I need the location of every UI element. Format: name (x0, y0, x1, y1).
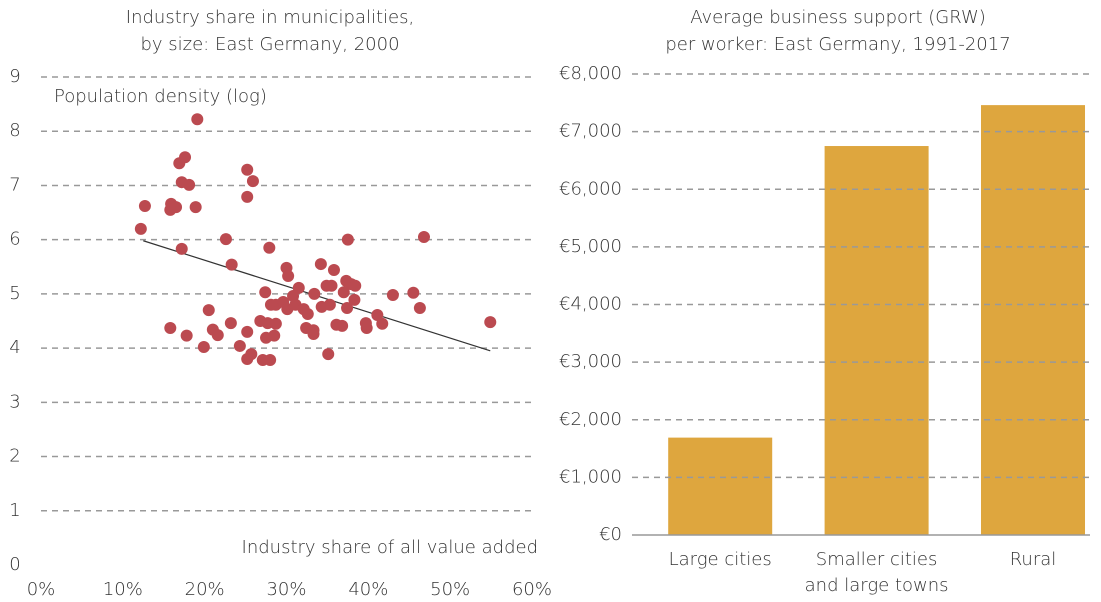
point (327, 264, 340, 277)
chart-title: by size: East Germany, 2000 (140, 34, 399, 55)
bar (668, 437, 773, 535)
point (376, 317, 389, 330)
y-tick-label: 6 (9, 229, 20, 250)
point (307, 324, 320, 337)
chart-title: Industry share in municipalities, (126, 7, 414, 28)
point (224, 317, 237, 330)
point (202, 304, 215, 317)
point (233, 339, 246, 352)
point (314, 258, 327, 271)
y-tick-label: €8,000 (559, 63, 622, 84)
y-tick-label: 2 (9, 446, 20, 467)
chart-title: Average business support (GRW) (690, 7, 986, 28)
point (211, 329, 224, 342)
y-axis-label: Population density (log) (54, 86, 267, 107)
point (164, 322, 177, 335)
x-tick-label: 10% (103, 579, 143, 600)
y-tick-label: €3,000 (559, 351, 622, 372)
point (241, 325, 254, 338)
point (241, 163, 254, 176)
bar (824, 146, 929, 535)
y-tick-label: €2,000 (559, 409, 622, 430)
y-tick-label: €7,000 (559, 121, 622, 142)
point (325, 279, 338, 292)
x-tick-label: 30% (266, 579, 306, 600)
point (337, 286, 350, 299)
x-axis-label: Industry share of all value added (242, 537, 538, 558)
point (175, 242, 188, 255)
x-tick-label: Rural (1010, 549, 1057, 570)
point (134, 222, 147, 235)
point (323, 298, 336, 311)
point (179, 151, 192, 164)
point (189, 201, 202, 214)
y-tick-label: 5 (9, 283, 20, 304)
point (183, 178, 196, 191)
y-tick-label: 8 (9, 120, 20, 141)
point (349, 279, 362, 292)
y-tick-label: 3 (9, 391, 20, 412)
y-tick-label: 4 (9, 337, 20, 358)
y-tick-label: 1 (9, 500, 20, 521)
point (264, 354, 277, 367)
x-tick-label: and large towns (805, 575, 949, 596)
y-tick-label: 7 (9, 174, 20, 195)
y-tick-label: €1,000 (559, 466, 622, 487)
point (282, 269, 295, 282)
x-tick-label: Large cities (669, 549, 772, 570)
point (322, 348, 335, 361)
point (413, 301, 426, 314)
x-tick-label: 20% (185, 579, 225, 600)
y-tick-label: €5,000 (559, 236, 622, 257)
point (341, 233, 354, 246)
point (246, 175, 259, 188)
y-tick-label: €0 (599, 524, 622, 545)
point (308, 287, 321, 300)
point (386, 288, 399, 301)
x-tick-label: Smaller cities (816, 549, 938, 570)
point (484, 316, 497, 329)
point (180, 329, 193, 342)
point (407, 286, 420, 299)
y-tick-label: €4,000 (559, 294, 622, 315)
point (241, 352, 254, 365)
point (260, 331, 273, 344)
point (263, 241, 276, 254)
point (241, 190, 254, 203)
y-tick-label: 9 (9, 66, 20, 87)
point (301, 307, 314, 320)
x-tick-label: 60% (512, 579, 552, 600)
y-tick-label: €6,000 (559, 178, 622, 199)
point (138, 200, 151, 213)
x-tick-label: 40% (348, 579, 388, 600)
point (197, 341, 210, 354)
chart-title: per worker: East Germany, 1991-2017 (665, 34, 1010, 55)
point (269, 317, 282, 330)
point (259, 286, 272, 299)
point (348, 293, 361, 306)
point (219, 233, 232, 246)
point (341, 301, 354, 314)
y-tick-label: 0 (9, 554, 20, 575)
bar (980, 105, 1086, 536)
point (417, 230, 430, 243)
point (225, 258, 238, 271)
point (336, 319, 349, 332)
x-tick-label: 0% (27, 579, 56, 600)
point (164, 203, 177, 216)
point (360, 322, 373, 335)
x-tick-label: 50% (430, 579, 470, 600)
point (191, 113, 204, 126)
